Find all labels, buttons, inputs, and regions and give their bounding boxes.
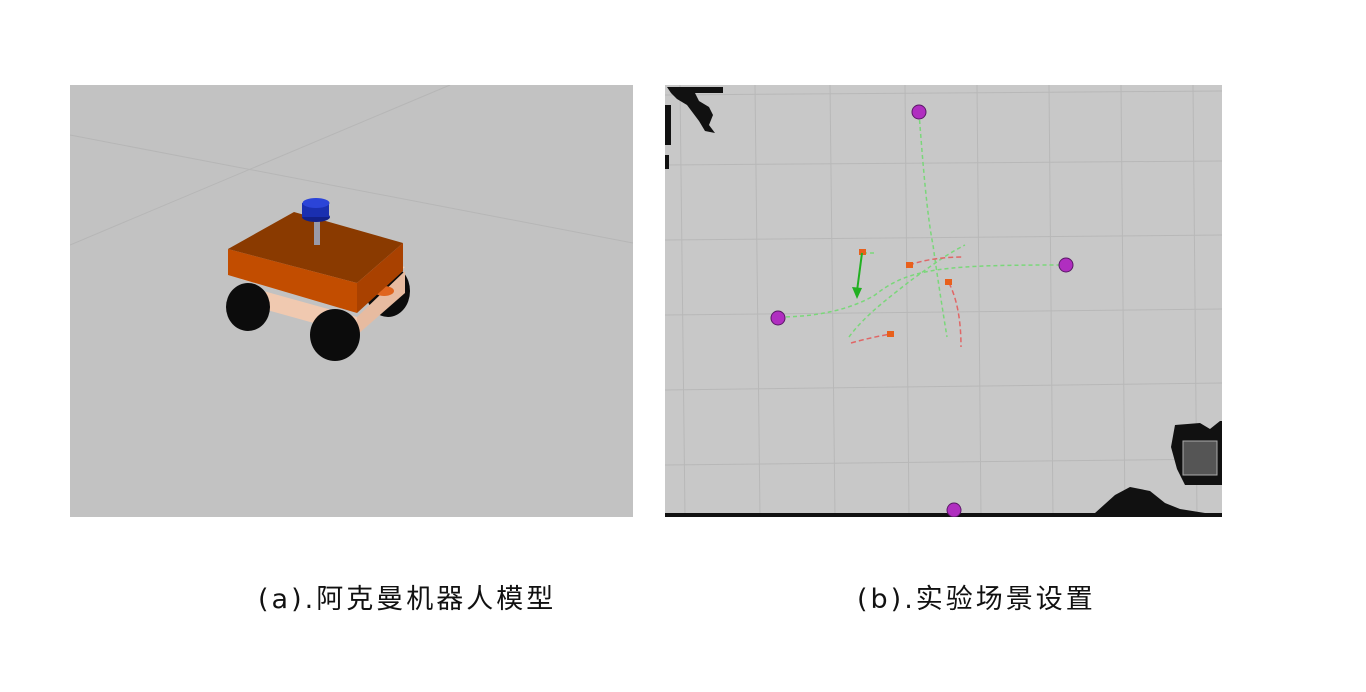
caption-panel-b: (b).实验场景设置 — [857, 584, 1096, 615]
experiment-map — [665, 85, 1222, 517]
goal-right — [1058, 257, 1074, 273]
pred-path-2 — [948, 282, 962, 348]
ground-grid-line — [70, 134, 633, 244]
chassis-front — [357, 243, 403, 313]
goal-top — [911, 104, 927, 120]
panel-a-robot-model-view — [70, 85, 633, 517]
map-grid — [665, 85, 1222, 517]
robot-model-scene — [70, 85, 633, 361]
predicted-paths — [850, 256, 964, 348]
lidar-icon — [302, 198, 330, 208]
path-left-right — [778, 264, 1064, 318]
obstacle-cell-block — [1182, 440, 1218, 476]
arrow-head-icon — [852, 287, 862, 299]
heading-arrow — [852, 252, 863, 299]
robot-marker-1 — [859, 249, 866, 255]
path-diagonal — [848, 244, 966, 338]
panel-b-experiment-scene — [665, 85, 1222, 517]
planned-paths — [778, 112, 1064, 338]
goal-markers — [770, 104, 1074, 517]
ground-grid-line — [70, 85, 451, 246]
ackermann-robot — [226, 198, 410, 361]
robot-marker-3 — [945, 279, 952, 285]
chassis-top — [228, 212, 403, 283]
robot-markers — [859, 249, 952, 337]
goal-bottom — [946, 502, 962, 517]
robot-marker-4 — [887, 331, 894, 337]
map-obstacles — [665, 87, 1222, 517]
robot-marker-2 — [906, 262, 913, 268]
path-top-goal — [918, 112, 948, 338]
base-body-front — [357, 271, 405, 335]
caption-panel-a: (a).阿克曼机器人模型 — [258, 584, 557, 615]
wheel-front — [310, 309, 360, 361]
pred-path-1 — [908, 256, 964, 266]
chassis-side — [228, 249, 357, 313]
pred-path-3 — [850, 333, 892, 344]
lidar-mast — [314, 215, 320, 245]
goal-left — [770, 310, 786, 326]
wheel-back-left — [226, 283, 270, 331]
